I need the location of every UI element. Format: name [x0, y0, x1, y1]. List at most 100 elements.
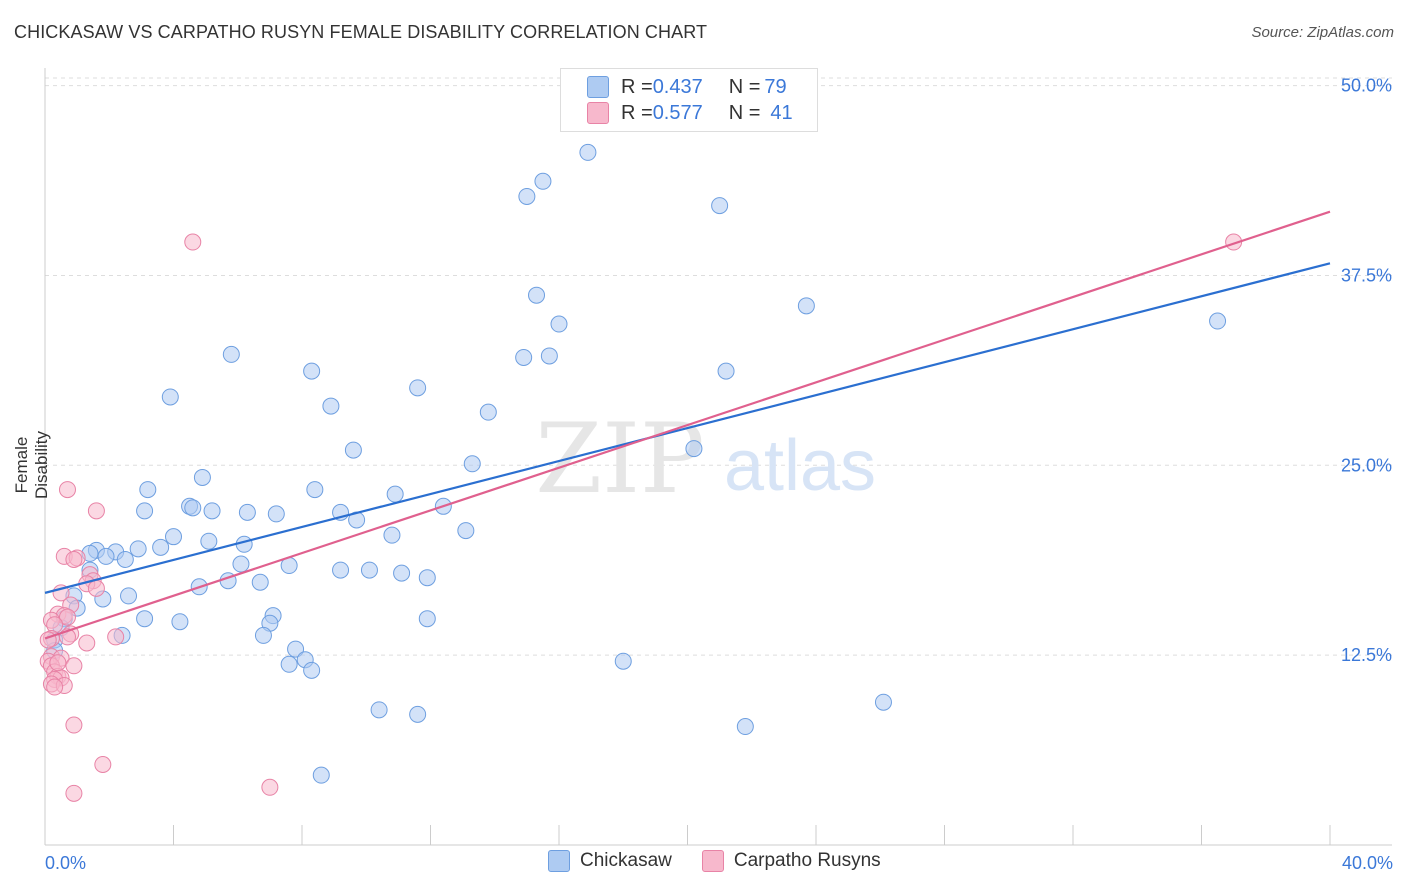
rusyn-trend-line	[44, 210, 1331, 640]
n-label: N =	[728, 101, 761, 124]
correlation-legend: R = 0.437 N = 79 R = 0.577 N = 41	[560, 68, 818, 132]
chickasaw-point	[393, 564, 411, 582]
chickasaw-point	[161, 388, 179, 406]
chickasaw-point	[344, 441, 362, 459]
chickasaw-point	[614, 652, 632, 670]
chickasaw-point	[383, 526, 401, 544]
chickasaw-point	[797, 297, 815, 315]
chickasaw-point	[534, 172, 552, 190]
chickasaw-point	[457, 522, 475, 540]
rusyn-point	[107, 628, 125, 646]
chickasaw-point	[540, 347, 558, 365]
rusyn-point	[261, 778, 279, 796]
chickasaw-point	[287, 640, 305, 658]
legend-item-rusyn: Carpatho Rusyns	[701, 850, 881, 872]
y-axis-label: Female Disability	[12, 430, 51, 500]
chickasaw-point	[306, 481, 324, 499]
chickasaw-point	[251, 573, 269, 591]
y-tick-label: 12.5%	[1341, 645, 1392, 665]
rusyn-point	[46, 678, 64, 696]
source-label: Source: ZipAtlas.com	[1251, 24, 1394, 41]
chickasaw-point	[717, 362, 735, 380]
chickasaw-point	[418, 610, 436, 628]
chickasaw-point	[409, 705, 427, 723]
chickasaw-point	[203, 502, 221, 520]
tick-labels: 12.5% 25.0% 37.5% 50.0% 0.0% 40.0%	[45, 76, 1393, 873]
chickasaw-point	[1209, 312, 1227, 330]
chickasaw-point	[139, 481, 157, 499]
chickasaw-point	[136, 502, 154, 520]
chickasaw-point	[312, 766, 330, 784]
y-tick-label: 50.0%	[1341, 76, 1392, 96]
chickasaw-point	[550, 315, 568, 333]
legend-label: Carpatho Rusyns	[733, 850, 881, 871]
chickasaw-point	[322, 397, 340, 415]
chickasaw-point	[463, 455, 481, 473]
r-value: 0.437	[652, 75, 703, 98]
series-legend: Chickasaw Carpatho Rusyns	[548, 850, 911, 872]
chickasaw-point	[280, 655, 298, 673]
rusyn-point	[78, 634, 96, 652]
n-value: 79	[764, 75, 787, 98]
r-label: R =	[621, 75, 653, 98]
n-label: N =	[728, 75, 761, 98]
chickasaw-point	[736, 718, 754, 736]
legend-row-rusyn: R = 0.577 N = 41	[587, 100, 793, 126]
watermark-atlas: atlas	[724, 426, 876, 506]
legend-item-chickasaw: Chickasaw	[548, 850, 672, 872]
chickasaw-point	[518, 187, 536, 205]
chickasaw-point	[120, 587, 138, 605]
chickasaw-point	[222, 345, 240, 363]
chickasaw-point	[386, 485, 404, 503]
chickasaw-point	[184, 499, 202, 517]
rusyn-point	[87, 502, 105, 520]
chickasaw-point	[232, 555, 250, 573]
x-tick-label: 0.0%	[45, 853, 86, 873]
x-tick-label: 40.0%	[1342, 853, 1393, 873]
rusyn-point	[58, 608, 76, 626]
chickasaw-point	[200, 532, 218, 550]
rusyn-point	[65, 716, 83, 734]
chickasaw-point	[97, 547, 115, 565]
chickasaw-swatch	[587, 76, 609, 98]
rusyn-point	[94, 756, 112, 774]
chickasaw-point	[267, 505, 285, 523]
n-value: 41	[770, 101, 793, 124]
rusyn-point	[49, 654, 67, 672]
chickasaw-point	[874, 693, 892, 711]
chickasaw-point	[685, 440, 703, 458]
rusyn-point	[65, 657, 83, 675]
r-value: 0.577	[652, 101, 703, 124]
rusyn-point	[184, 233, 202, 251]
chickasaw-point	[152, 538, 170, 556]
chickasaw-point	[528, 286, 546, 304]
chickasaw-point	[579, 143, 597, 161]
chickasaw-point	[370, 701, 388, 719]
watermark: ZIP atlas	[535, 403, 876, 515]
chickasaw-point	[238, 503, 256, 521]
trend-layer	[44, 210, 1331, 640]
rusyn-point	[58, 481, 76, 499]
chickasaw-point	[332, 561, 350, 579]
axis-layer	[44, 68, 1392, 846]
chickasaw-point	[418, 569, 436, 587]
rusyn-swatch	[587, 102, 609, 124]
chickasaw-point	[479, 403, 497, 421]
chickasaw-trend-line	[44, 262, 1331, 594]
y-tick-label: 37.5%	[1341, 265, 1392, 285]
chickasaw-point	[711, 197, 729, 215]
watermark-zip: ZIP	[535, 403, 704, 515]
chickasaw-point	[360, 561, 378, 579]
chickasaw-point	[303, 661, 321, 679]
chickasaw-point	[193, 468, 211, 486]
rusyn-point	[65, 784, 83, 802]
chickasaw-point	[136, 610, 154, 628]
chickasaw-point	[515, 348, 533, 366]
r-label: R =	[621, 101, 653, 124]
points-layer	[39, 143, 1243, 802]
chickasaw-point	[116, 550, 134, 568]
chickasaw-point	[254, 626, 272, 644]
legend-row-chickasaw: R = 0.437 N = 79	[587, 74, 787, 100]
rusyn-point	[65, 550, 83, 568]
